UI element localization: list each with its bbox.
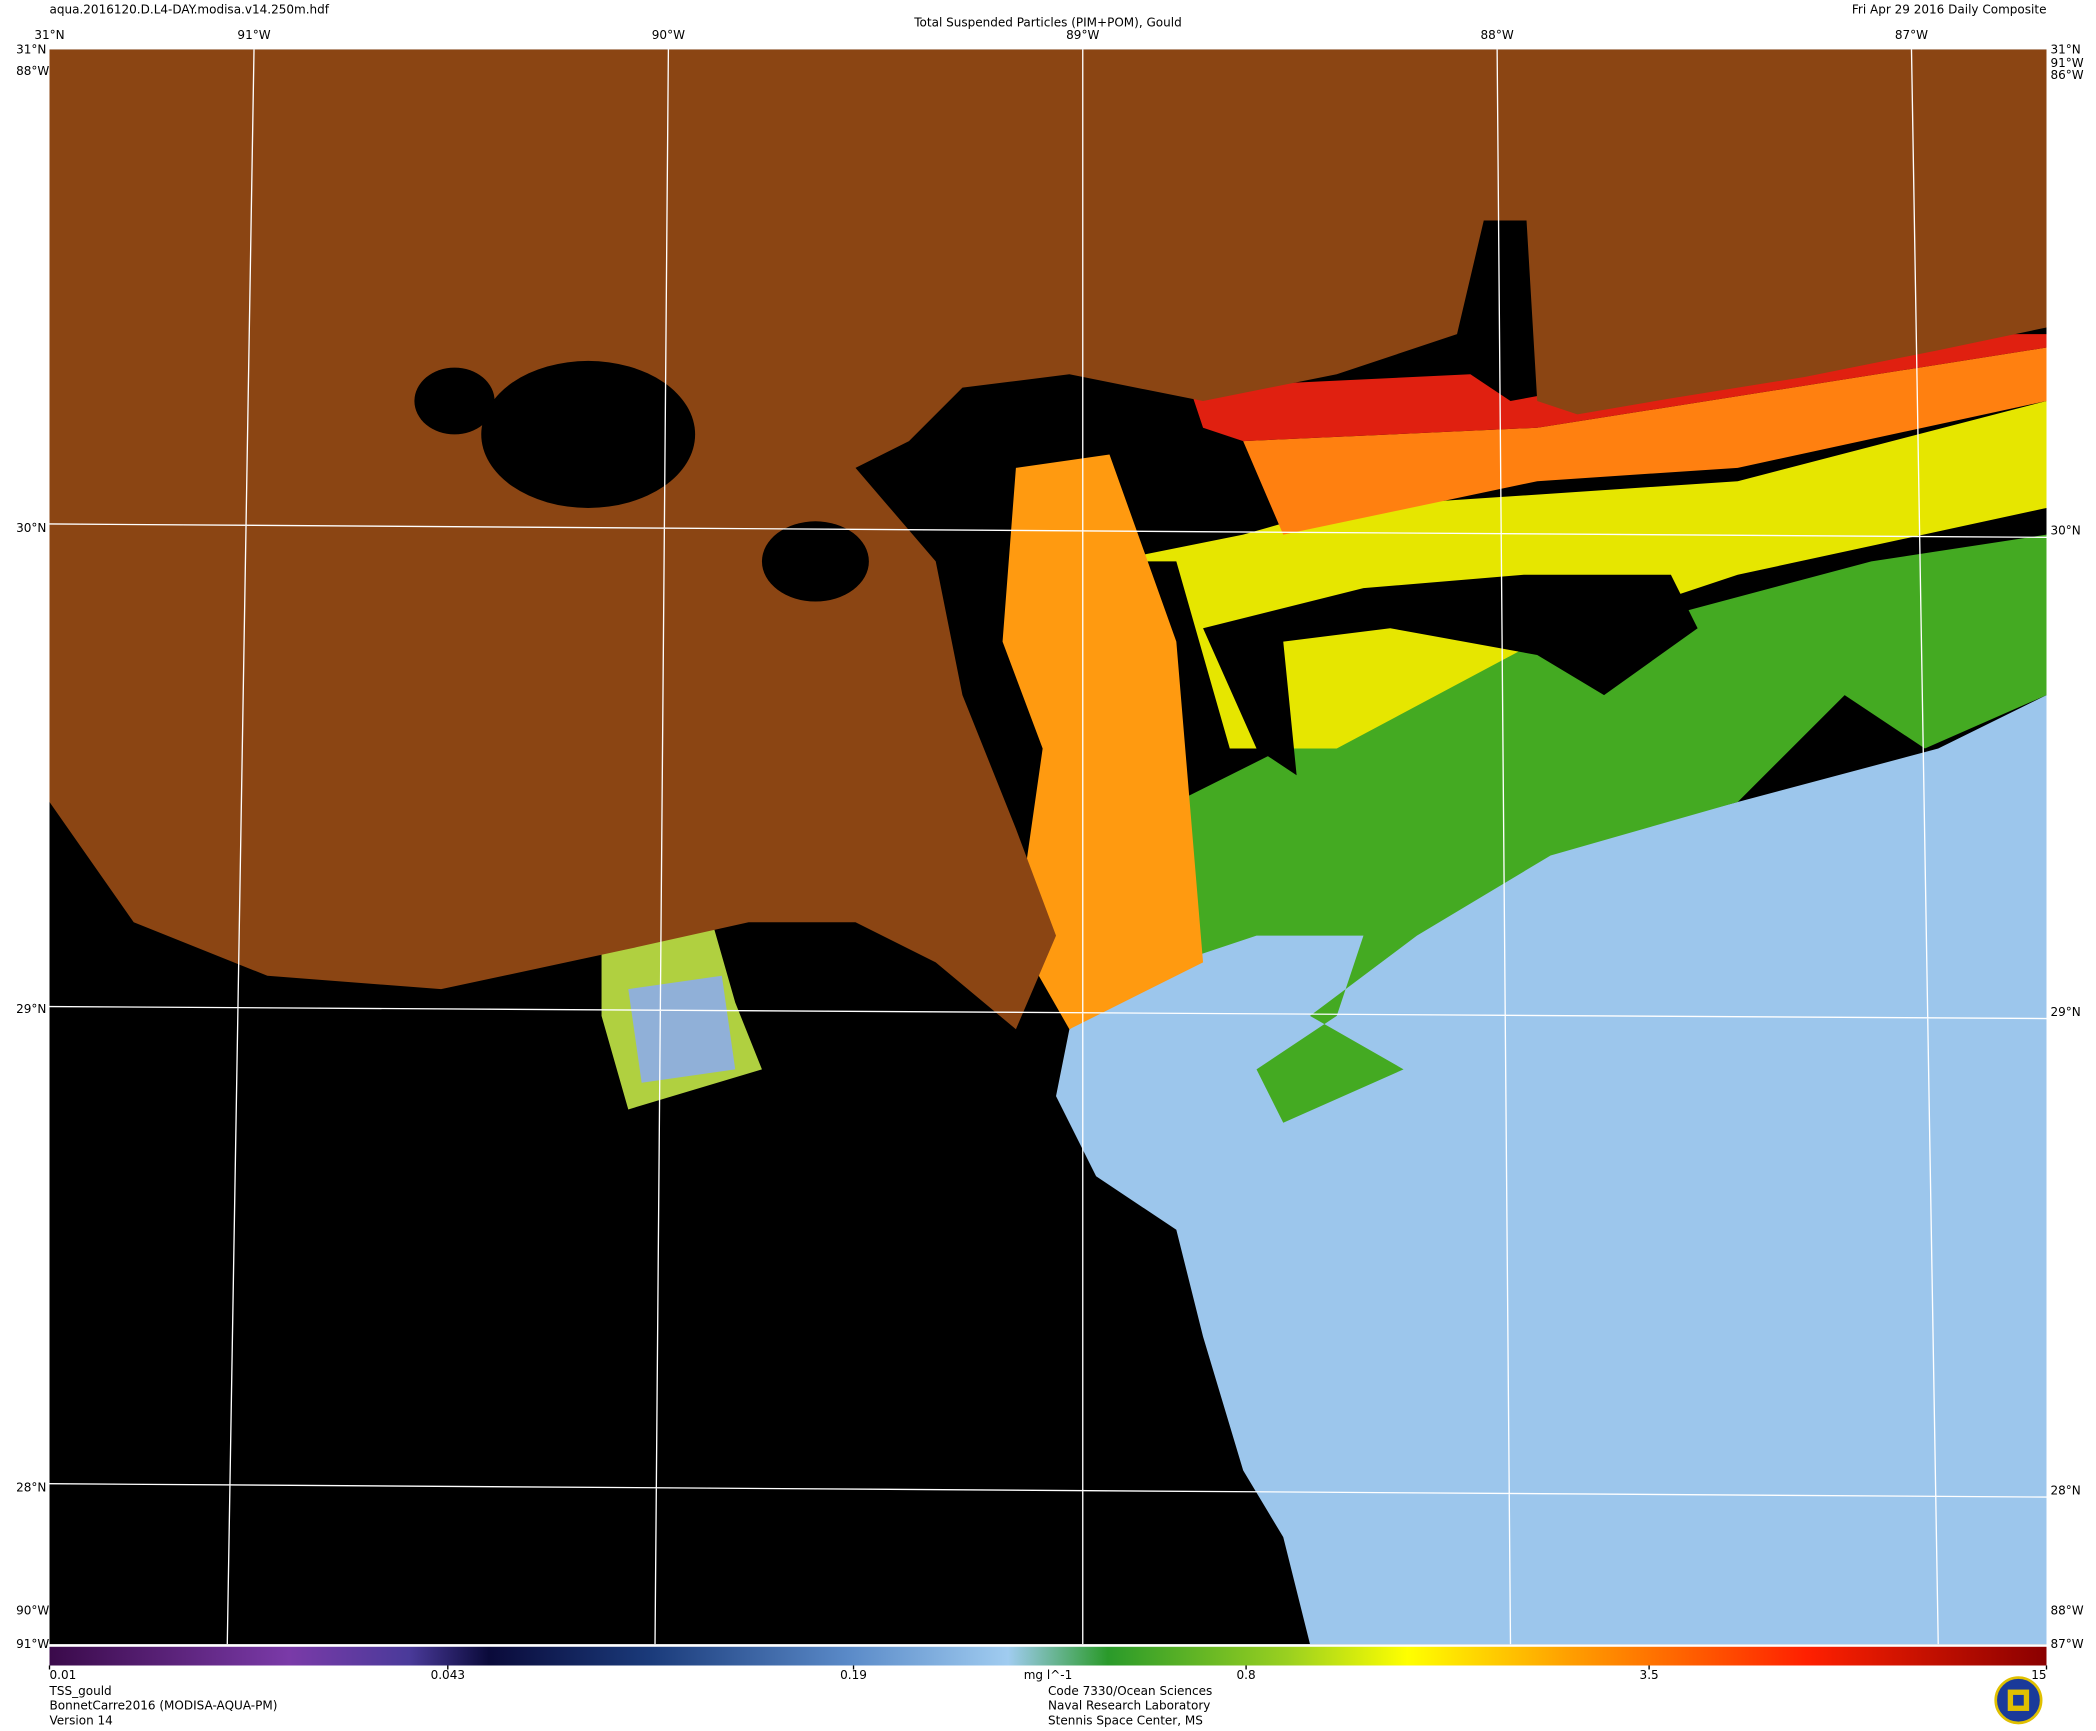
lon-label: 90°W bbox=[652, 28, 685, 42]
offshore-patch-blue bbox=[628, 975, 736, 1083]
graticule bbox=[49, 49, 2047, 1645]
colorbar-tick-label: 15 bbox=[2031, 1668, 2046, 1682]
colorbar bbox=[49, 1646, 2047, 1666]
colorbar-tick-label: 0.8 bbox=[1237, 1668, 1256, 1682]
lat-label: 31°N bbox=[34, 28, 64, 42]
colorbar-tick-label: 0.043 bbox=[431, 1668, 465, 1682]
lat-label: 30°N bbox=[16, 521, 46, 535]
lon-label: 90°W bbox=[16, 1604, 49, 1618]
land bbox=[49, 49, 2047, 1030]
lat-label: 29°N bbox=[2051, 1005, 2081, 1019]
footer-line: BonnetCarre2016 (MODISA-AQUA-PM) bbox=[50, 1699, 278, 1713]
map-title: Total Suspended Particles (PIM+POM), Gou… bbox=[913, 16, 1182, 30]
lon-label: 88°W bbox=[2051, 1604, 2084, 1618]
green-water bbox=[1176, 534, 2047, 1123]
lon-label: 89°W bbox=[1066, 28, 1099, 42]
colorbar-ticks: 0.01 0.043 0.19 0.8 3.5 15 bbox=[48, 1665, 2048, 1682]
lat-label: 28°N bbox=[16, 1481, 46, 1495]
footer-center: Code 7330/Ocean Sciences Naval Research … bbox=[1048, 1684, 1212, 1727]
lon-label: 91°W bbox=[16, 1637, 49, 1651]
lat-label: 29°N bbox=[16, 1002, 46, 1016]
lake-borgne bbox=[761, 521, 869, 602]
footer-line: Stennis Space Center, MS bbox=[1048, 1713, 1203, 1727]
lake-maurepas bbox=[414, 367, 495, 435]
map bbox=[49, 49, 2047, 1645]
lat-label: 28°N bbox=[2051, 1483, 2081, 1497]
graticule-labels: 31°N 91°W 90°W 89°W 88°W 87°W 31°N 88°W … bbox=[16, 28, 2084, 1651]
date: Fri Apr 29 2016 Daily Composite bbox=[1852, 2, 2047, 16]
colorbar-tick-label: 3.5 bbox=[1640, 1668, 1659, 1682]
logo bbox=[1994, 1676, 2043, 1725]
footer-line: Code 7330/Ocean Sciences bbox=[1048, 1684, 1212, 1698]
colorbar-tick-label: 0.01 bbox=[50, 1668, 77, 1682]
footer-line: Naval Research Laboratory bbox=[1048, 1699, 1210, 1713]
colorbar-units: mg l^-1 bbox=[1024, 1668, 1073, 1682]
footer-left: TSS_gould BonnetCarre2016 (MODISA-AQUA-P… bbox=[49, 1684, 278, 1727]
lon-label: 86°W bbox=[2051, 68, 2084, 82]
lat-label: 31°N bbox=[16, 42, 46, 56]
footer-line: TSS_gould bbox=[49, 1684, 112, 1698]
colorbar-tick-label: 0.19 bbox=[840, 1668, 867, 1682]
lon-label: 91°W bbox=[237, 28, 270, 42]
lon-label: 87°W bbox=[1895, 28, 1928, 42]
orange-water bbox=[1002, 454, 1204, 1030]
lake-pontchartrain bbox=[481, 360, 696, 508]
black-bay bbox=[1203, 574, 1698, 776]
lon-label: 88°W bbox=[16, 64, 49, 78]
lon-label: 91°W bbox=[2051, 56, 2084, 70]
orange-east bbox=[1243, 347, 2047, 535]
lat-label: 30°N bbox=[2051, 524, 2081, 538]
lon-label: 88°W bbox=[1481, 28, 1514, 42]
lat-label: 31°N bbox=[2051, 42, 2081, 56]
file-name: aqua.2016120.D.L4-DAY.modisa.v14.250m.hd… bbox=[50, 2, 330, 16]
lon-label: 87°W bbox=[2051, 1637, 2084, 1651]
footer-line: Version 14 bbox=[50, 1713, 113, 1727]
